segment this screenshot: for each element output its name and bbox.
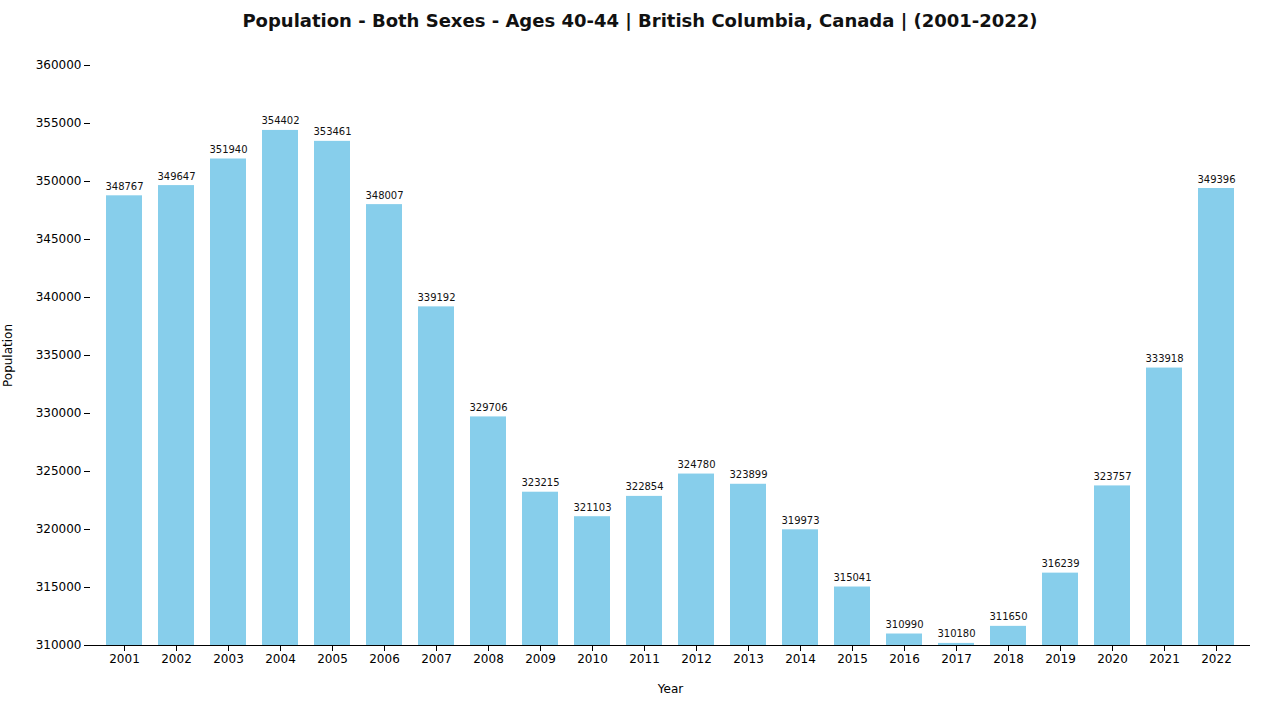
html-text:Population - Both Sexes - Ages: Population - Both Sexes - Ages 40-44 | B… (242, 10, 1038, 31)
svg-text:335000: 335000 (36, 348, 82, 362)
svg-text:355000: 355000 (36, 116, 82, 130)
svg-text:310990: 310990 (885, 619, 923, 630)
svg-text:321103: 321103 (573, 502, 611, 513)
svg-text:360000: 360000 (36, 58, 82, 72)
svg-text:2012: 2012 (681, 652, 712, 666)
svg-text:Population: Population (1, 324, 15, 387)
svg-text:2022: 2022 (1201, 652, 1232, 666)
svg-text:316239: 316239 (1041, 558, 1079, 569)
svg-text:2015: 2015 (837, 652, 868, 666)
svg-text:319973: 319973 (781, 515, 819, 526)
svg-text:2016: 2016 (889, 652, 920, 666)
svg-text:322854: 322854 (625, 481, 663, 492)
svg-text:348007: 348007 (365, 190, 403, 201)
svg-text:325000: 325000 (36, 464, 82, 478)
svg-text:310180: 310180 (937, 628, 975, 639)
svg-text:2018: 2018 (993, 652, 1024, 666)
svg-text:2017: 2017 (941, 652, 972, 666)
svg-text:348767: 348767 (105, 181, 143, 192)
svg-text:2010: 2010 (577, 652, 608, 666)
svg-text:339192: 339192 (417, 292, 455, 303)
svg-text:345000: 345000 (36, 232, 82, 246)
svg-text:2019: 2019 (1045, 652, 1076, 666)
svg-text:323757: 323757 (1093, 471, 1131, 482)
svg-text:349396: 349396 (1197, 174, 1235, 185)
svg-text:2009: 2009 (525, 652, 556, 666)
svg-text:323899: 323899 (729, 469, 767, 480)
svg-text:2013: 2013 (733, 652, 764, 666)
svg-text:2004: 2004 (265, 652, 296, 666)
svg-text:2001: 2001 (109, 652, 140, 666)
svg-text:Year: Year (657, 682, 683, 696)
svg-text:329706: 329706 (469, 402, 507, 413)
svg-text:2005: 2005 (317, 652, 348, 666)
svg-text:315041: 315041 (833, 572, 871, 583)
svg-text:324780: 324780 (677, 459, 715, 470)
svg-text:330000: 330000 (36, 406, 82, 420)
svg-text:323215: 323215 (521, 477, 559, 488)
svg-text:2007: 2007 (421, 652, 452, 666)
svg-text:349647: 349647 (157, 171, 195, 182)
svg-text:2021: 2021 (1149, 652, 1180, 666)
svg-text:2014: 2014 (785, 652, 816, 666)
svg-text:2003: 2003 (213, 652, 244, 666)
svg-text:2011: 2011 (629, 652, 660, 666)
svg-text:2002: 2002 (161, 652, 192, 666)
svg-text:351940: 351940 (209, 144, 247, 155)
svg-text:310000: 310000 (36, 638, 82, 652)
svg-text:340000: 340000 (36, 290, 82, 304)
svg-text:2008: 2008 (473, 652, 504, 666)
svg-text:2020: 2020 (1097, 652, 1128, 666)
svg-text:315000: 315000 (36, 580, 82, 594)
svg-text:2006: 2006 (369, 652, 400, 666)
svg-text:320000: 320000 (36, 522, 82, 536)
svg-text:353461: 353461 (313, 126, 351, 137)
svg-text:333918: 333918 (1145, 353, 1183, 364)
svg-text:350000: 350000 (36, 174, 82, 188)
svg-text:354402: 354402 (261, 115, 299, 126)
svg-text:311650: 311650 (989, 611, 1027, 622)
